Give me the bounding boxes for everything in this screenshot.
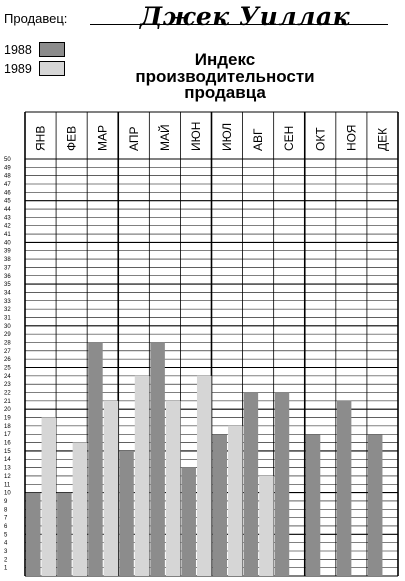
y-tick-label: 23 — [4, 382, 11, 388]
month-label: АПР — [127, 127, 141, 152]
y-tick-label: 39 — [4, 249, 11, 255]
y-tick-label: 5 — [4, 532, 8, 538]
y-tick-label: 43 — [4, 215, 11, 221]
month-label: МАР — [96, 125, 110, 151]
y-tick-label: 12 — [4, 474, 11, 480]
bar-1989-4 — [134, 375, 150, 576]
y-tick-label: 44 — [4, 207, 11, 213]
y-tick-label: 50 — [4, 157, 11, 163]
y-tick-label: 13 — [4, 466, 11, 472]
y-tick-label: 18 — [4, 424, 11, 430]
y-tick-label: 10 — [4, 491, 11, 497]
bar-1988-3 — [88, 342, 103, 576]
y-tick-label: 42 — [4, 224, 11, 230]
legend: 1988 1989 — [4, 40, 65, 78]
month-label: ФЕВ — [65, 126, 79, 151]
bar-1988-2 — [57, 492, 72, 576]
y-tick-label: 34 — [4, 290, 11, 296]
bar-1988-5 — [150, 342, 165, 576]
month-label: ОКТ — [313, 127, 327, 151]
y-tick-label: 27 — [4, 349, 11, 355]
y-tick-label: 48 — [4, 174, 11, 180]
y-tick-label: 19 — [4, 416, 11, 422]
y-tick-label: 33 — [4, 299, 11, 305]
bar-1989-2 — [72, 442, 88, 576]
month-label: МАЙ — [157, 124, 172, 151]
seller-label: Продавец: — [4, 11, 68, 26]
title-line: продавца — [184, 83, 266, 102]
legend-item-1988: 1988 — [4, 40, 65, 59]
y-tick-label: 31 — [4, 315, 11, 321]
y-tick-label: 21 — [4, 399, 11, 405]
y-tick-label: 30 — [4, 324, 11, 330]
bar-1989-7 — [228, 425, 243, 576]
month-label: АВГ — [251, 128, 265, 151]
seller-name: Джек Уиллак — [140, 2, 351, 31]
y-tick-label: 8 — [4, 507, 8, 513]
y-tick-label: 6 — [4, 524, 8, 530]
bar-1988-11 — [336, 400, 352, 576]
y-tick-label: 45 — [4, 199, 11, 205]
y-tick-label: 11 — [4, 482, 11, 488]
y-tick-label: 7 — [4, 516, 8, 522]
month-label: ЯНВ — [34, 126, 48, 151]
y-tick-label: 32 — [4, 307, 11, 313]
legend-swatch-1989 — [39, 61, 65, 76]
legend-label: 1989 — [4, 61, 32, 76]
y-tick-label: 4 — [4, 541, 8, 547]
y-tick-label: 15 — [4, 449, 11, 455]
legend-swatch-1988 — [39, 42, 65, 57]
y-tick-label: 35 — [4, 282, 11, 288]
y-tick-label: 14 — [4, 457, 11, 463]
bar-1989-8 — [259, 475, 274, 576]
y-tick-label: 1 — [4, 566, 8, 572]
y-tick-label: 29 — [4, 332, 11, 338]
y-tick-label: 46 — [4, 190, 11, 196]
bar-1988-12 — [367, 434, 383, 576]
title-line: Индекс — [194, 50, 256, 69]
y-tick-label: 49 — [4, 165, 11, 171]
y-tick-label: 28 — [4, 340, 11, 346]
seller-underline — [90, 24, 388, 25]
bar-1988-8 — [243, 392, 259, 576]
month-label: НОЯ — [344, 125, 358, 151]
y-tick-label: 38 — [4, 257, 11, 263]
y-tick-label: 40 — [4, 240, 11, 246]
y-tick-label: 3 — [4, 549, 8, 555]
month-label: ДЕК — [375, 128, 389, 151]
y-tick-label: 26 — [4, 357, 11, 363]
bar-1988-9 — [274, 392, 290, 576]
y-tick-label: 41 — [4, 232, 11, 238]
bar-1988-4 — [119, 450, 134, 576]
y-tick-label: 47 — [4, 182, 11, 188]
legend-item-1989: 1989 — [4, 59, 65, 78]
y-tick-label: 22 — [4, 391, 11, 397]
title-line: производительности — [135, 66, 315, 86]
bar-1988-7 — [212, 434, 228, 576]
chart-title: Индекс производительности продавца — [100, 50, 350, 102]
bar-1988-6 — [181, 467, 196, 576]
month-label: СЕН — [282, 126, 296, 151]
bar-1989-5 — [165, 400, 181, 576]
y-tick-label: 25 — [4, 366, 11, 372]
y-tick-label: 20 — [4, 407, 11, 413]
y-tick-label: 37 — [4, 265, 11, 271]
y-tick-label: 9 — [4, 499, 8, 505]
bar-1989-3 — [103, 400, 119, 576]
y-tick-label: 16 — [4, 441, 11, 447]
y-tick-label: 24 — [4, 374, 11, 380]
bar-1989-6 — [196, 375, 212, 576]
bar-1989-1 — [41, 417, 57, 576]
month-label: ИЮН — [189, 122, 203, 151]
legend-label: 1988 — [4, 42, 32, 57]
bar-1988-10 — [305, 434, 321, 576]
y-tick-label: 2 — [4, 557, 8, 563]
y-tick-label: 36 — [4, 274, 11, 280]
y-tick-label: 17 — [4, 432, 11, 438]
month-label: ИЮЛ — [220, 123, 234, 151]
bar-1988-1 — [26, 492, 41, 576]
